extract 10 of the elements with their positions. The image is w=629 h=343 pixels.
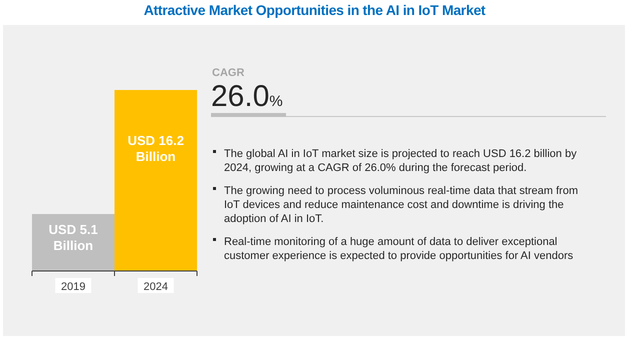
text: CAGR: [212, 67, 244, 79]
text: Attractive Market Opportunities in the AI in IoT Market: [144, 2, 486, 18]
text: Real-time monitoring of a huge amount of data to deliver exceptional customer experience is expected to provide opportunities for AI vendors: [224, 236, 574, 262]
x-tick-label: 2024: [144, 281, 168, 293]
x-tick-label: 2019: [61, 281, 86, 293]
text: The global AI in IoT market size is projected to reach USD 16.2 billion by 2024, growing at a CAGR of 26.0% during the forecast period.: [224, 148, 578, 174]
text: The growing need to process voluminous real-time data that stream from IoT devices and reduce maintenance cost and downtime is driving the adoption of AI in IoT.: [224, 185, 578, 225]
data-label: USD 5.1 Billion: [48, 222, 98, 254]
text: 26.0%: [211, 80, 283, 113]
data-label: USD 16.2 Billion: [128, 133, 184, 164]
